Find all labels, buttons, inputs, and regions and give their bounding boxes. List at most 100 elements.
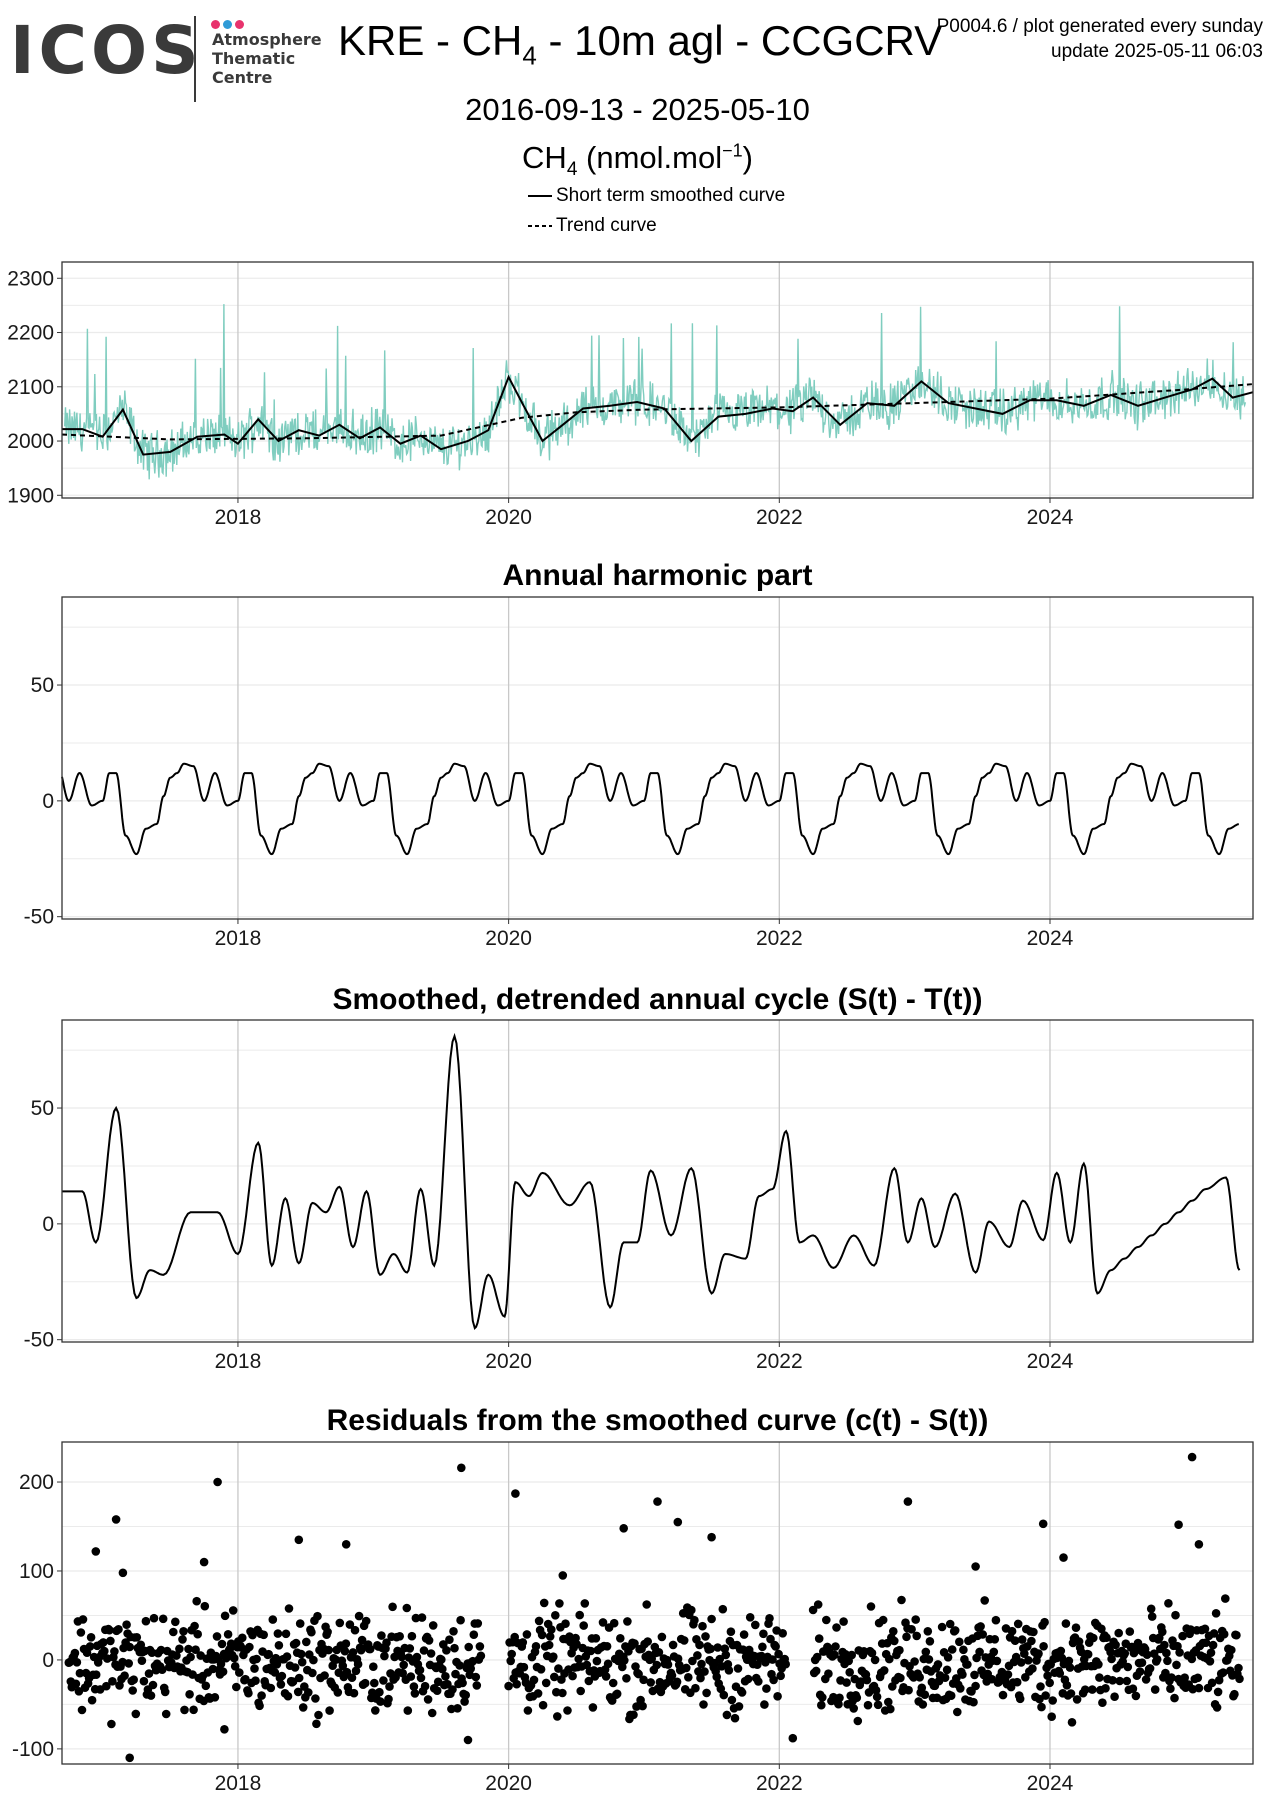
logo-subtitle: Atmosphere Thematic Centre [212,30,322,87]
residual-point [545,1632,555,1641]
residual-point [616,1634,625,1643]
residual-point [428,1621,438,1630]
residual-point [1106,1647,1115,1657]
residual-point [830,1650,839,1660]
residual-point [694,1667,703,1676]
residual-outlier-point [788,1733,798,1743]
residual-point [1131,1691,1141,1701]
residual-point [978,1630,987,1639]
residual-point [276,1680,286,1689]
residual-point [575,1610,584,1620]
residual-point [131,1709,141,1719]
x-tick-label: 2018 [215,506,262,529]
residual-outlier-point [1174,1520,1183,1529]
residual-point [1037,1702,1046,1712]
residual-point [971,1681,980,1691]
residual-point [1043,1671,1052,1680]
residual-point [1115,1676,1124,1686]
residual-point [811,1666,821,1676]
residual-point [778,1629,787,1638]
residual-point [700,1667,709,1676]
residual-point [667,1671,677,1680]
residual-point [688,1656,697,1666]
logo-dot-2 [223,20,232,29]
residual-point [845,1668,854,1677]
residual-point [553,1712,562,1721]
residual-point [751,1620,760,1630]
residual-point [1039,1642,1048,1651]
residual-point [863,1700,873,1710]
residual-point [1061,1619,1071,1628]
y-tick-label: 2000 [7,430,54,453]
residual-outlier-point [1187,1452,1197,1462]
residual-point [976,1622,985,1631]
residual-point [458,1678,467,1688]
residual-point [813,1600,823,1609]
residual-point [691,1683,700,1693]
residual-point [774,1649,783,1659]
residual-point [701,1632,710,1641]
residual-point [193,1629,202,1639]
residual-point [884,1697,893,1707]
residual-point [992,1656,1002,1666]
plot-background [62,1442,1253,1764]
panel-concentration: 1900 2000 2100 2200 2300 2018 2020 2022 2024 [7,261,1254,529]
residual-outlier-point [118,1568,128,1578]
residual-point [911,1615,920,1624]
residual-point [350,1625,360,1635]
residual-point [1167,1673,1176,1682]
plot-meta: P0004.6 / plot generated every sunday up… [937,14,1263,64]
residual-point [149,1613,159,1623]
residual-point [335,1618,345,1628]
residual-point [405,1644,415,1653]
residual-point [672,1677,682,1687]
residual-point [157,1665,167,1674]
y-tick-label: 2300 [7,267,54,290]
meta-line-1: P0004.6 / plot generated every sunday [936,16,1263,37]
residual-point [412,1652,422,1662]
residual-point [105,1625,114,1635]
residual-point [1193,1673,1203,1683]
residual-point [853,1716,863,1726]
residual-point [554,1664,563,1673]
y-tick-label: -50 [24,906,54,929]
residual-point [122,1620,131,1629]
residual-outlier-point [619,1524,628,1533]
residual-point [990,1635,1000,1644]
residual-point [398,1668,408,1678]
residual-point [158,1614,168,1624]
residual-outlier-point [213,1477,222,1487]
residual-point [707,1614,716,1624]
plot-background [62,1020,1253,1342]
residual-point [950,1626,960,1635]
residual-point [1010,1636,1020,1645]
residual-point [216,1659,226,1669]
residual-point [257,1691,266,1700]
residual-point [1135,1667,1145,1676]
residual-point [384,1694,393,1704]
residual-point [1064,1656,1074,1666]
residual-point [1041,1691,1050,1700]
y-tick-label: 100 [19,1560,54,1583]
residual-point [445,1635,454,1644]
residual-point [550,1672,559,1682]
residual-point [758,1642,767,1652]
residual-outlier-point [558,1571,568,1580]
residual-point [274,1641,284,1650]
residual-point [890,1636,899,1646]
residual-point [831,1642,840,1651]
residual-point [87,1695,97,1705]
residual-point [349,1688,359,1698]
residual-point [943,1653,953,1662]
residual-point [623,1617,632,1626]
residual-point [1016,1658,1026,1667]
residual-point [579,1621,588,1630]
residual-point [251,1676,260,1685]
legend-dashed-line-icon [528,225,552,227]
residual-point [1107,1654,1116,1664]
residual-point [402,1603,412,1613]
residual-point [124,1659,133,1668]
y-tick-label: -50 [24,1329,54,1352]
residual-point [1080,1685,1090,1694]
residual-point [1066,1689,1076,1698]
